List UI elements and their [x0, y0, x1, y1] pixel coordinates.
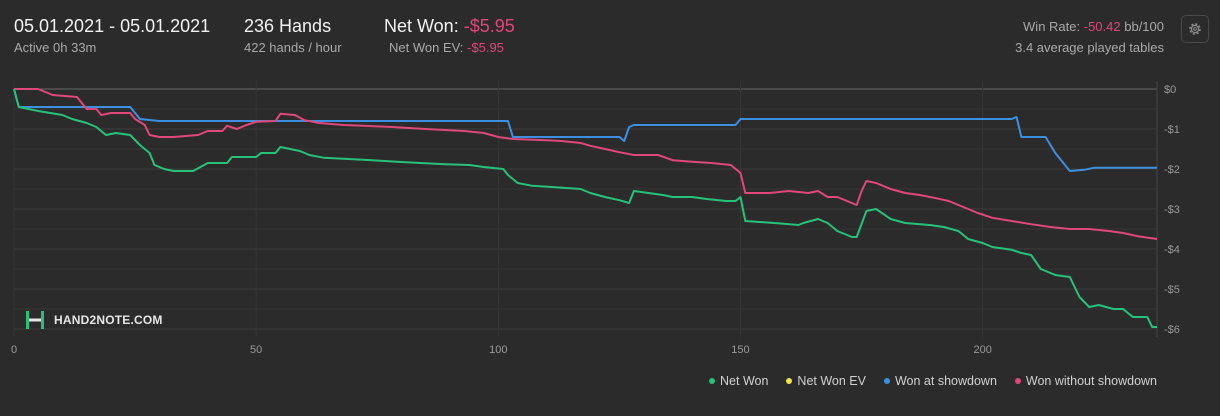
series-line-won-at-showdown [13, 88, 1157, 172]
legend-label: Net Won [720, 374, 769, 388]
series-line-won-without-showdown [14, 88, 1158, 240]
gear-icon [1189, 23, 1201, 35]
legend-item-won-at-showdown[interactable]: Won at showdown [883, 374, 997, 388]
hands-count: 236 Hands [244, 16, 332, 36]
hand2note-logo: HAND2NOTE.COM [24, 309, 163, 331]
chart-legend: Net Won Net Won EV Won at showdown Won w… [709, 374, 1157, 388]
net-won-ev-value: -$5.95 [467, 40, 504, 55]
win-rate-value: -50.42 [1083, 19, 1121, 34]
win-rate-unit: bb/100 [1124, 19, 1164, 34]
legend-item-net-won[interactable]: Net Won [709, 374, 768, 388]
series-line-net-won [13, 88, 1157, 328]
legend-label: Won at showdown [894, 374, 997, 388]
legend-marker [786, 378, 793, 384]
y-tick-label: $0 [1164, 84, 1176, 96]
hand2note-logo-icon [26, 311, 44, 329]
y-tick-label: -$1 [1164, 124, 1180, 136]
legend-marker [709, 378, 716, 384]
date-range: 05.01.2021 - 05.01.2021 [14, 16, 211, 36]
x-tick-label: 0 [11, 344, 17, 356]
x-tick-label: 150 [731, 344, 749, 356]
legend-label: Won without showdown [1025, 374, 1157, 388]
legend-marker [1014, 378, 1021, 384]
y-tick-label: -$5 [1164, 284, 1180, 296]
settings-button[interactable] [1181, 15, 1209, 43]
y-tick-label: -$3 [1164, 204, 1180, 216]
y-tick-label: -$4 [1164, 244, 1180, 256]
legend-marker [883, 378, 890, 384]
net-won-label: Net Won: [384, 16, 459, 36]
net-won-ev: Net Won EV: -$5.95 [389, 40, 504, 55]
y-tick-label: -$6 [1164, 324, 1180, 336]
hands-per-hour: 422 hands / hour [244, 40, 342, 55]
win-rate-label: Win Rate: [1023, 19, 1081, 34]
x-tick-label: 100 [489, 344, 507, 356]
win-rate: Win Rate: -50.42 bb/100 [1023, 19, 1164, 34]
net-won-ev-label: Net Won EV: [389, 40, 464, 55]
x-tick-label: 50 [250, 344, 262, 356]
legend-label: Net Won EV [797, 374, 866, 388]
net-won: Net Won: -$5.95 [384, 16, 515, 37]
y-tick-label: -$2 [1164, 164, 1180, 176]
x-tick-label: 200 [973, 344, 991, 356]
active-time: Active 0h 33m [14, 40, 97, 55]
legend-item-net-won-ev[interactable]: Net Won EV [786, 374, 866, 388]
legend-item-won-without-showdown[interactable]: Won without showdown [1014, 374, 1157, 388]
logo-text: HAND2NOTE.COM [54, 313, 163, 327]
net-won-value: -$5.95 [463, 16, 515, 36]
average-tables: 3.4 average played tables [1015, 40, 1164, 55]
